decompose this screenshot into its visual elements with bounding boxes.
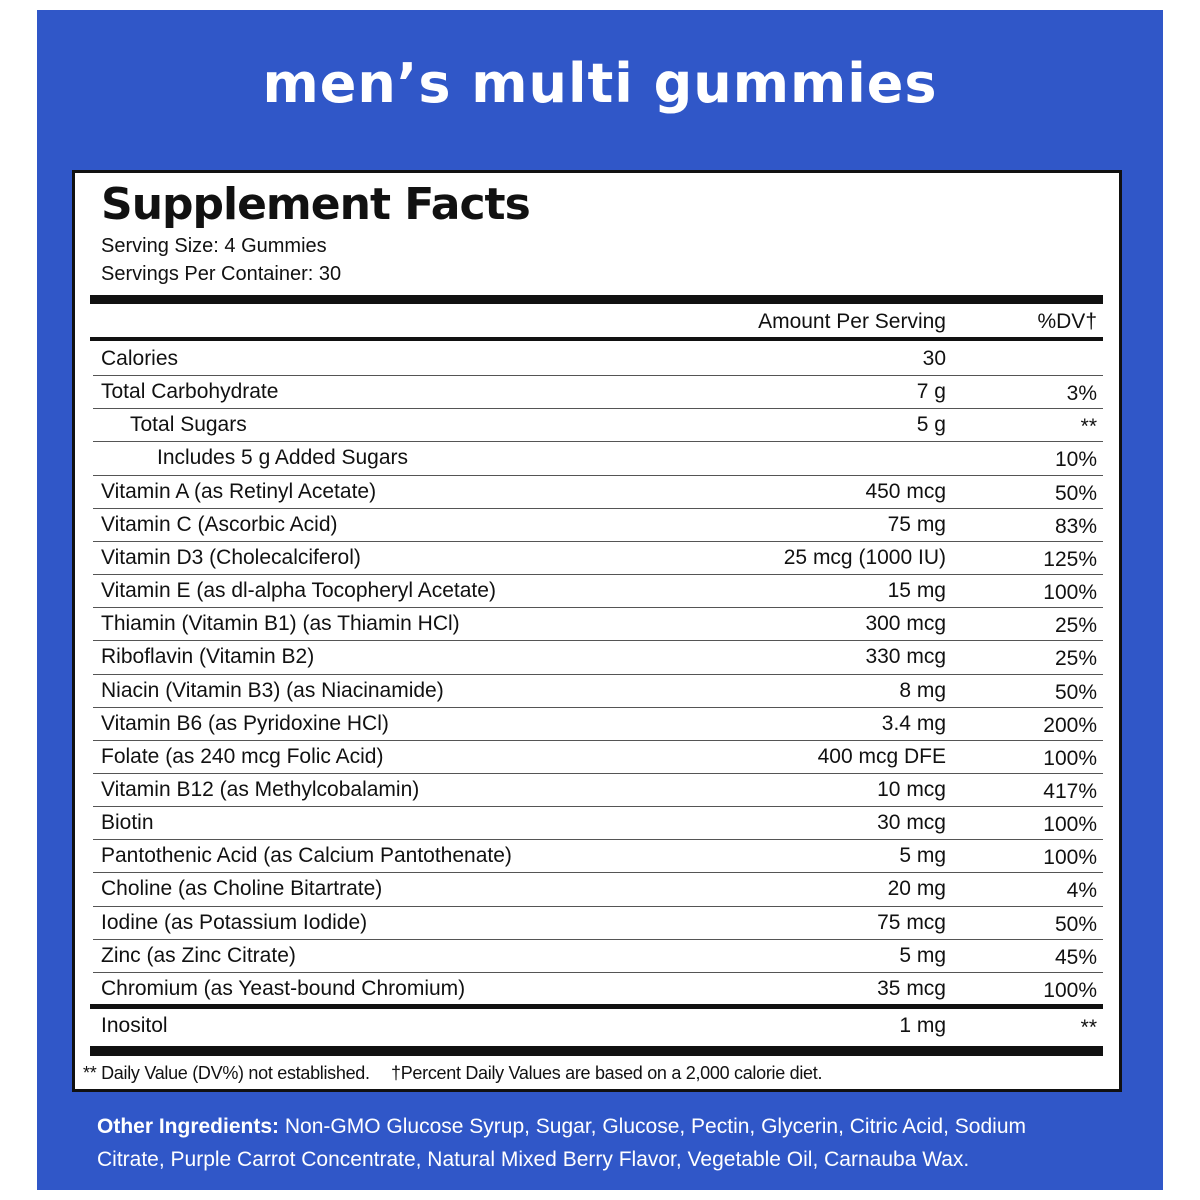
row-rule <box>93 905 1103 907</box>
nutrient-name: Inositol <box>101 1014 168 1037</box>
amount: 400 mcg DFE <box>817 744 946 768</box>
daily-value: 45% <box>1054 945 1097 969</box>
amount: 20 mg <box>887 877 946 901</box>
thick-rule <box>90 295 1103 304</box>
row-rule <box>93 540 1103 542</box>
daily-value: 83% <box>1054 514 1097 538</box>
other-ingredients-text: Non-GMO Glucose Syrup, Sugar, Glucose, P… <box>97 1115 1026 1171</box>
row-rule <box>93 839 1103 841</box>
nutrient-name: Biotin <box>101 811 154 835</box>
row-rule <box>93 872 1103 874</box>
footnote: †Percent Daily Values are based on a 2,0… <box>391 1063 823 1083</box>
nutrient-name: Zinc (as Zinc Citrate) <box>101 943 296 967</box>
daily-value: 417% <box>1043 779 1097 803</box>
row-rule <box>93 806 1103 808</box>
daily-value: 4% <box>1066 879 1097 903</box>
row-rule <box>93 408 1103 410</box>
facts-panel: Supplement Facts Serving Size: 4 Gummies… <box>72 170 1122 1092</box>
amount: 10 mcg <box>877 777 946 801</box>
daily-value: 50% <box>1054 680 1097 704</box>
nutrient-name: Folate (as 240 mcg Folic Acid) <box>101 744 384 768</box>
amount: 25 mcg (1000 IU) <box>783 545 946 569</box>
amount: 330 mcg <box>865 645 946 669</box>
nutrient-name: Vitamin B6 (as Pyridoxine HCl) <box>101 711 389 735</box>
nutrient-name: Choline (as Choline Bitartrate) <box>101 877 383 901</box>
row-rule <box>93 507 1103 509</box>
nutrient-name: Vitamin D3 (Cholecalciferol) <box>101 545 361 569</box>
daily-value: ** <box>1080 415 1097 439</box>
row-rule <box>93 574 1103 576</box>
column-header: Amount Per Serving <box>758 310 946 333</box>
amount: 1 mg <box>899 1014 946 1037</box>
amount: 300 mcg <box>865 612 946 636</box>
other-ingredients: Other Ingredients: Non-GMO Glucose Syrup… <box>97 1110 1097 1176</box>
serving-size: Serving Size: 4 Gummies <box>101 235 327 257</box>
amount: 75 mcg <box>877 910 946 934</box>
nutrient-name: Vitamin E (as dl-alpha Tocopheryl Acetat… <box>101 579 496 603</box>
thick-rule <box>90 1004 1103 1009</box>
daily-value: 25% <box>1054 647 1097 671</box>
daily-value: 25% <box>1054 614 1097 638</box>
row-rule <box>93 607 1103 609</box>
amount: 5 g <box>916 413 946 437</box>
daily-value: 50% <box>1054 481 1097 505</box>
row-rule <box>93 441 1103 443</box>
daily-value: 3% <box>1066 382 1097 406</box>
amount: 450 mcg <box>865 479 946 503</box>
row-rule <box>93 640 1103 642</box>
daily-value: 50% <box>1054 912 1097 936</box>
column-header: %DV† <box>1037 310 1097 333</box>
nutrient-name: Vitamin C (Ascorbic Acid) <box>101 512 338 536</box>
row-rule <box>93 739 1103 741</box>
amount: 35 mcg <box>877 976 946 1000</box>
nutrient-name: Riboflavin (Vitamin B2) <box>101 645 315 669</box>
row-rule <box>93 673 1103 675</box>
daily-value: ** <box>1080 1016 1097 1039</box>
row-rule <box>93 375 1103 377</box>
nutrient-name: Total Sugars <box>130 413 247 437</box>
amount: 75 mg <box>887 512 946 536</box>
other-ingredients-label: Other Ingredients: <box>97 1115 280 1138</box>
servings-per-container: Servings Per Container: 30 <box>101 263 342 285</box>
amount: 5 mg <box>899 943 946 967</box>
facts-heading: Supplement Facts <box>101 179 531 230</box>
daily-value: 100% <box>1043 581 1097 605</box>
amount: 15 mg <box>887 579 946 603</box>
nutrient-name: Includes 5 g Added Sugars <box>157 446 409 470</box>
row-rule <box>93 938 1103 940</box>
product-title: men’s multi gummies <box>262 52 938 115</box>
daily-value: 100% <box>1043 746 1097 770</box>
row-rule <box>93 971 1103 973</box>
nutrient-name: Niacin (Vitamin B3) (as Niacinamide) <box>101 678 444 702</box>
amount: 5 mg <box>899 844 946 868</box>
nutrient-name: Vitamin B12 (as Methylcobalamin) <box>101 777 420 801</box>
nutrient-name: Vitamin A (as Retinyl Acetate) <box>101 479 377 503</box>
row-rule <box>93 474 1103 476</box>
footnote: ** Daily Value (DV%) not established. <box>83 1063 370 1083</box>
daily-value: 100% <box>1043 813 1097 837</box>
nutrient-name: Total Carbohydrate <box>101 380 279 404</box>
daily-value: 125% <box>1043 547 1097 571</box>
amount: 7 g <box>916 380 946 404</box>
nutrient-name: Calories <box>101 347 179 370</box>
nutrient-name: Thiamin (Vitamin B1) (as Thiamin HCl) <box>101 612 460 636</box>
nutrient-name: Pantothenic Acid (as Calcium Pantothenat… <box>101 844 512 868</box>
nutrient-name: Iodine (as Potassium Iodide) <box>101 910 368 934</box>
daily-value: 100% <box>1043 846 1097 870</box>
nutrient-name: Chromium (as Yeast-bound Chromium) <box>101 976 466 1000</box>
daily-value: 100% <box>1043 978 1097 1002</box>
amount: 8 mg <box>899 678 946 702</box>
daily-value: 200% <box>1043 713 1097 737</box>
amount: 30 mcg <box>877 811 946 835</box>
daily-value: 10% <box>1054 448 1097 472</box>
row-rule <box>93 772 1103 774</box>
thick-rule <box>90 1046 1103 1056</box>
rule <box>90 337 1103 341</box>
amount: 3.4 mg <box>881 711 946 735</box>
amount: 30 <box>922 347 946 370</box>
row-rule <box>93 706 1103 708</box>
